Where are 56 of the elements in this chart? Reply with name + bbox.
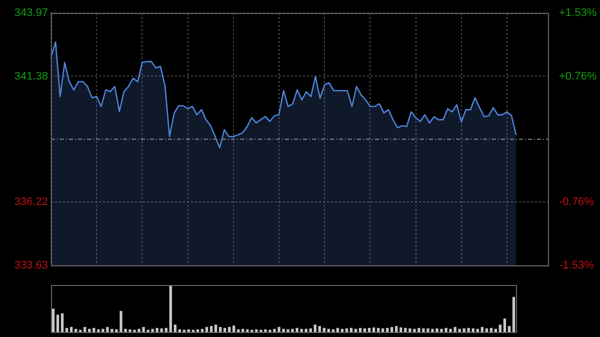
bar: [358, 328, 362, 332]
bar: [395, 326, 398, 332]
bar: [498, 324, 502, 332]
bar: [350, 328, 353, 332]
bar: [485, 328, 488, 332]
y2-tick-label: -1.53%: [559, 259, 594, 272]
bar: [84, 326, 86, 332]
y-tick-label: 333.63: [14, 259, 48, 272]
y-tick-label: 341.38: [14, 70, 48, 82]
bar: [381, 328, 384, 332]
bar: [386, 328, 389, 332]
bar: [467, 328, 470, 332]
bar: [164, 328, 168, 332]
bar: [214, 324, 218, 332]
y2-tick-label: +1.53%: [559, 7, 597, 20]
bar: [390, 326, 394, 332]
bar: [218, 326, 222, 332]
bar: [345, 328, 348, 332]
bar: [376, 328, 380, 332]
bar: [368, 328, 371, 332]
bar: [56, 314, 60, 332]
y2-tick-label: -0.76%: [559, 196, 594, 208]
bar: [503, 318, 506, 332]
bar: [314, 324, 316, 332]
bar: [404, 328, 407, 332]
bar: [160, 328, 163, 332]
bar: [336, 328, 340, 332]
bar: [92, 328, 96, 332]
bar: [174, 324, 176, 332]
bar: [490, 328, 492, 332]
bar: [223, 328, 226, 332]
bar: [169, 285, 172, 332]
bar: [205, 326, 208, 332]
bar: [70, 326, 73, 332]
bar: [52, 308, 55, 332]
bar: [512, 296, 516, 332]
bar: [309, 328, 312, 332]
bar: [65, 328, 68, 332]
bar: [372, 327, 376, 332]
bar: [228, 326, 231, 332]
y2-tick-label: +0.76%: [559, 70, 597, 83]
bar: [363, 328, 366, 332]
y-tick-label: 343.97: [14, 7, 48, 20]
bar: [472, 328, 474, 332]
bar: [408, 328, 412, 332]
bar: [156, 328, 158, 332]
bar: [232, 326, 236, 332]
bar: [318, 326, 321, 332]
y-tick-label: 336.22: [14, 196, 48, 208]
bar: [322, 328, 326, 332]
bar: [508, 326, 511, 332]
bar: [60, 313, 64, 332]
bar: [400, 327, 402, 332]
bar: [480, 326, 484, 332]
bar: [210, 326, 213, 332]
bar: [462, 328, 466, 332]
